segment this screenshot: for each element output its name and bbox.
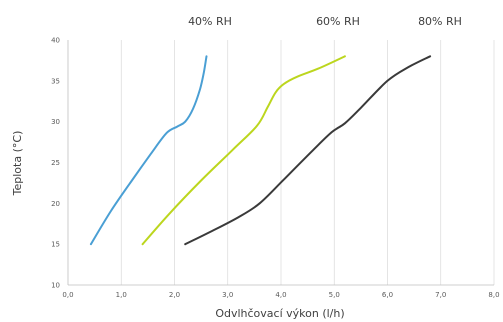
y-tick-label: 35: [51, 77, 60, 85]
x-tick-label: 1,0: [116, 291, 127, 299]
x-tick-label: 0,0: [62, 291, 73, 299]
y-tick-label: 40: [51, 37, 60, 45]
x-tick-label: 3,0: [222, 291, 233, 299]
x-tick-label: 2,0: [169, 291, 180, 299]
series-label-1: 40% RH: [188, 15, 232, 28]
grid-lines: [120, 40, 495, 285]
tick-labels: 0,0 1,0 2,0 3,0 4,0 5,0 6,0 7,0 8,0 10 15 20 25 30 35 4…: [51, 37, 499, 300]
series-line-1: [89, 55, 208, 246]
x-tick-label: 4,0: [275, 291, 286, 299]
series-lines: [89, 55, 432, 246]
y-tick-label: 20: [51, 200, 60, 208]
y-axis-title: Teplota (°C): [11, 131, 24, 197]
x-tick-label: 8,0: [488, 291, 499, 299]
y-tick-label: 30: [51, 118, 60, 126]
series-label-2: 60% RH: [316, 15, 360, 28]
axes: [67, 40, 494, 286]
y-tick-label: 10: [51, 282, 60, 290]
y-tick-label: 25: [51, 159, 60, 167]
y-tick-label: 15: [51, 241, 60, 249]
x-axis-title: Odvlhčovací výkon (l/h): [215, 307, 344, 320]
x-tick-label: 5,0: [329, 291, 340, 299]
series-line-3: [184, 55, 432, 246]
series-line-2: [141, 55, 346, 246]
x-tick-label: 6,0: [382, 291, 393, 299]
series-label-3: 80% RH: [418, 15, 462, 28]
x-tick-label: 7,0: [435, 291, 446, 299]
series-labels: 40% RH 60% RH 80% RH: [188, 15, 462, 28]
